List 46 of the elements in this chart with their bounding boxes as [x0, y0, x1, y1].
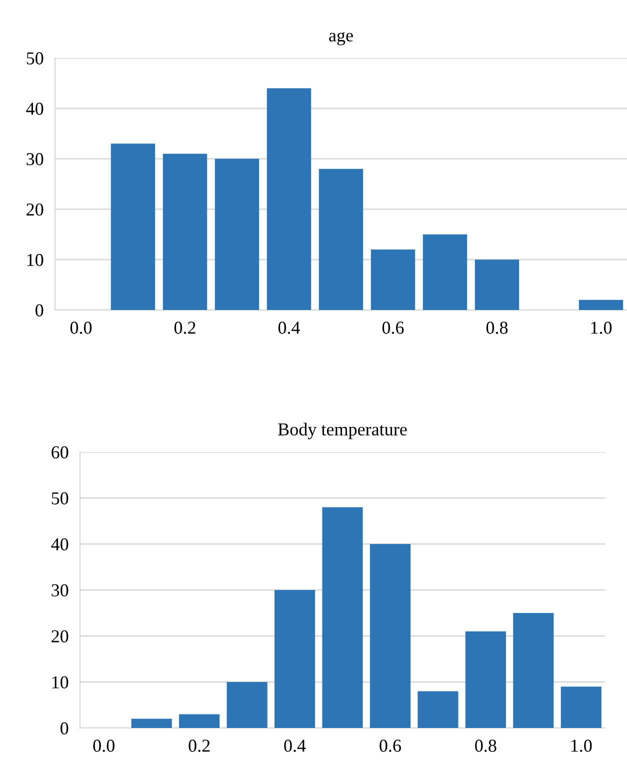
chart-title: Body temperature [278, 422, 407, 440]
bar [513, 613, 554, 728]
bar [560, 686, 602, 728]
bar [131, 718, 172, 728]
bar [370, 544, 411, 728]
y-tick-label: 40 [51, 538, 68, 550]
bar [226, 682, 268, 728]
y-tick-label: 10 [52, 676, 68, 688]
bar [110, 144, 156, 310]
y-tick-label: 50 [52, 492, 68, 504]
x-tick-label: 0.4 [278, 322, 300, 334]
x-tick-label: 0.8 [475, 740, 496, 752]
x-tick-label: 0.4 [284, 740, 306, 752]
y-tick-label: 50 [26, 52, 44, 64]
bar [322, 507, 363, 728]
y-tick-label: 10 [27, 254, 44, 266]
bar [214, 158, 260, 310]
x-tick-label: 0.0 [70, 322, 92, 334]
bar [274, 590, 316, 728]
x-tick-label: 0.0 [93, 740, 114, 752]
y-tick-label: 20 [26, 203, 44, 216]
chart-title: age [329, 32, 353, 46]
y-tick-label: 20 [52, 630, 68, 642]
x-tick-label: 0.2 [188, 740, 210, 752]
y-tick-label: 60 [52, 446, 68, 458]
bar [474, 260, 520, 310]
bar [465, 631, 506, 728]
x-tick-label: 1.0 [571, 740, 592, 752]
x-tick-label: 1.0 [591, 322, 612, 334]
bar [578, 300, 624, 310]
bar [370, 250, 416, 310]
y-tick-label: 30 [52, 584, 68, 596]
y-tick-label: 30 [26, 153, 44, 166]
y-tick-label: 40 [26, 102, 44, 115]
bar [266, 88, 312, 310]
x-tick-label: 0.8 [486, 322, 508, 334]
bar [179, 714, 220, 728]
bar [162, 154, 208, 310]
y-tick-label: 0 [36, 304, 44, 316]
x-tick-label: 0.6 [382, 322, 404, 334]
bar [318, 168, 364, 310]
x-tick-label: 0.6 [380, 740, 401, 752]
bar [422, 234, 468, 310]
y-tick-label: 0 [60, 722, 68, 734]
x-tick-label: 0.2 [174, 322, 196, 334]
bar [418, 691, 458, 728]
